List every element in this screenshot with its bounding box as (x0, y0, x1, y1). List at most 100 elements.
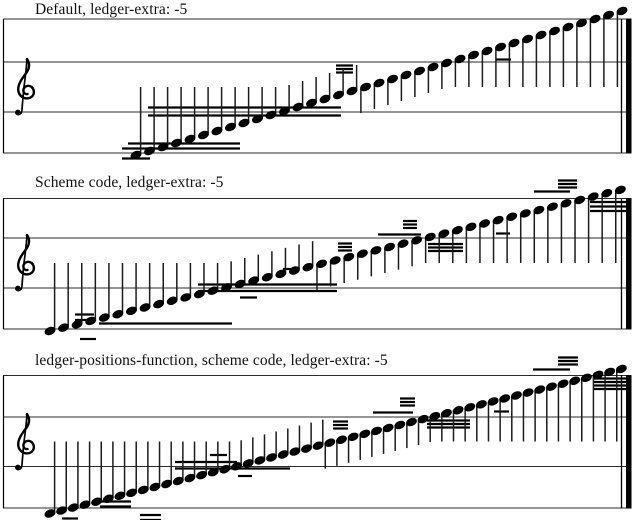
notehead (574, 195, 586, 205)
notehead (248, 276, 260, 285)
note (316, 259, 328, 290)
note (333, 69, 344, 100)
clef-tip (25, 58, 29, 62)
notehead (221, 283, 233, 292)
notehead (384, 242, 395, 252)
notehead (441, 58, 452, 68)
notehead (429, 411, 441, 421)
notehead (510, 391, 522, 400)
notehead (546, 202, 558, 211)
notehead (126, 488, 138, 498)
notehead (533, 205, 545, 215)
note (373, 78, 385, 109)
notehead (98, 313, 110, 322)
note (234, 257, 246, 289)
notehead (279, 106, 290, 116)
notehead (275, 269, 287, 279)
notehead (79, 500, 91, 509)
notehead (549, 26, 560, 36)
notehead (56, 506, 68, 515)
note (394, 420, 406, 451)
notehead (252, 114, 263, 124)
notehead (400, 70, 412, 80)
note (411, 236, 423, 267)
notehead (427, 62, 439, 72)
notehead (411, 236, 423, 245)
note (58, 263, 70, 332)
notehead (149, 482, 161, 492)
clef-ball (15, 110, 20, 115)
note (275, 247, 287, 279)
note (492, 215, 504, 263)
final-barline-thick (626, 375, 632, 509)
notehead (157, 142, 169, 152)
staff-system (2, 6, 632, 160)
note (562, 22, 574, 87)
notehead (277, 450, 289, 459)
note (417, 414, 429, 446)
notehead (535, 30, 547, 40)
clef-spine (21, 234, 28, 287)
note (242, 437, 254, 468)
notehead (560, 199, 572, 208)
note (424, 232, 436, 263)
note (382, 423, 394, 454)
notehead (405, 417, 417, 427)
notehead (346, 86, 358, 96)
notehead (360, 82, 371, 92)
note (557, 379, 569, 442)
clef-spine (21, 413, 28, 466)
system-label: Default, ledger-extra: -5 (35, 1, 188, 18)
notehead (316, 259, 328, 268)
note (79, 441, 91, 509)
note (112, 263, 124, 319)
notehead (67, 503, 79, 512)
note (161, 441, 173, 489)
note (71, 263, 83, 329)
notehead (324, 438, 336, 447)
note (196, 441, 208, 480)
clef-tip (25, 234, 29, 238)
notehead (604, 367, 616, 377)
notehead (508, 38, 520, 48)
notehead (557, 379, 569, 388)
notehead (44, 509, 56, 518)
notehead (373, 78, 385, 88)
note (157, 87, 169, 152)
notehead (481, 46, 493, 56)
note (261, 251, 273, 282)
notehead (207, 468, 219, 477)
notehead (468, 50, 479, 60)
notehead (207, 286, 219, 295)
note (126, 441, 138, 498)
note (506, 212, 518, 263)
notehead (465, 222, 477, 232)
notehead (166, 296, 178, 305)
final-barline-thick (626, 18, 632, 154)
notehead (102, 494, 114, 503)
note (306, 77, 317, 108)
clef-ball (15, 286, 20, 291)
note (452, 406, 464, 442)
notehead (238, 118, 250, 128)
notehead (198, 130, 209, 140)
note (535, 30, 547, 87)
note (125, 263, 137, 316)
notehead (288, 266, 300, 275)
note (114, 441, 126, 500)
note (265, 87, 277, 120)
note (336, 435, 347, 466)
notehead (91, 497, 103, 506)
notehead (347, 432, 359, 441)
notehead (44, 326, 56, 336)
note (360, 82, 371, 113)
note (211, 87, 223, 136)
notehead (85, 316, 97, 326)
note (465, 222, 477, 263)
note (184, 441, 196, 483)
note (130, 87, 142, 160)
notehead (370, 426, 382, 436)
note (534, 385, 546, 442)
notehead (266, 453, 278, 462)
